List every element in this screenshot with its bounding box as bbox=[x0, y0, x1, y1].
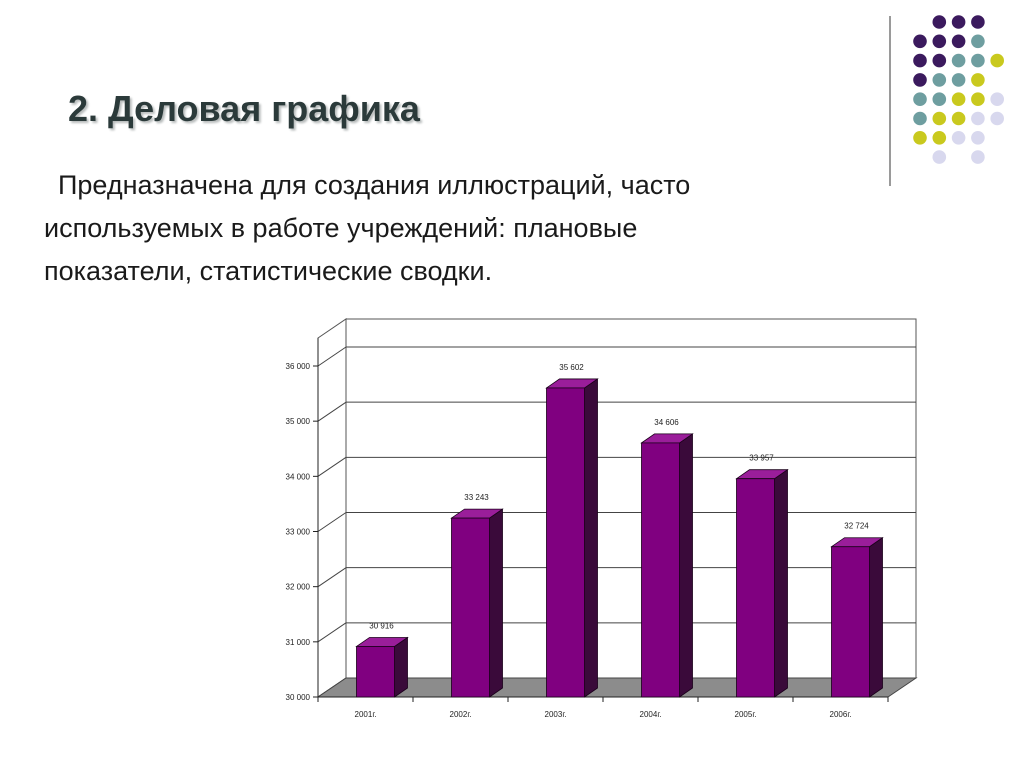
decorative-divider bbox=[889, 16, 891, 186]
decorative-dot bbox=[951, 111, 966, 126]
decorative-dot bbox=[932, 53, 947, 68]
decorative-dot bbox=[971, 150, 985, 164]
data-label: 30 916 bbox=[369, 621, 394, 630]
decorative-dot bbox=[951, 15, 966, 29]
bar-side bbox=[679, 433, 693, 698]
data-label: 33 957 bbox=[749, 454, 774, 463]
chart-walls bbox=[317, 318, 917, 698]
y-tick-label: 32 000 bbox=[286, 583, 311, 592]
data-label: 33 243 bbox=[464, 493, 489, 502]
decorative-dot bbox=[971, 34, 985, 49]
decorative-dot bbox=[932, 92, 947, 106]
body-line-2: используемых в работе учреждений: планов… bbox=[44, 213, 638, 243]
bar-front bbox=[641, 442, 680, 698]
decorative-dot bbox=[951, 34, 966, 49]
y-tick-label: 34 000 bbox=[286, 472, 311, 481]
bar bbox=[735, 468, 789, 698]
decorative-dot bbox=[913, 131, 927, 145]
body-line-1: Предназначена для создания иллюстраций, … bbox=[58, 170, 691, 200]
chart-back-wall bbox=[345, 318, 917, 679]
data-label: 32 724 bbox=[844, 522, 869, 531]
slide-title: 2. Деловая графика bbox=[68, 88, 420, 129]
bar-front bbox=[831, 546, 870, 698]
decorative-dot bbox=[971, 53, 985, 68]
data-label: 34 606 bbox=[654, 418, 679, 427]
decorative-dot bbox=[971, 92, 985, 106]
bar-front bbox=[356, 646, 395, 698]
decorative-dot bbox=[932, 34, 947, 49]
slide-body-text: Предназначена для создания иллюстраций, … bbox=[44, 164, 864, 293]
chart-side-wall bbox=[317, 318, 347, 698]
x-tick-label: 2001г. bbox=[355, 710, 377, 719]
gridline-side bbox=[317, 456, 347, 477]
x-tick-label: 2003г. bbox=[545, 710, 567, 719]
bar-side bbox=[584, 378, 598, 698]
bar bbox=[545, 378, 599, 698]
bar-side bbox=[489, 508, 503, 698]
chart-bars bbox=[355, 378, 884, 698]
y-tick-label: 33 000 bbox=[286, 528, 311, 537]
x-tick-label: 2006г. bbox=[830, 710, 852, 719]
decorative-dot bbox=[990, 53, 1004, 68]
bar-front bbox=[451, 517, 490, 698]
bar-side bbox=[869, 536, 883, 698]
decorative-dot bbox=[913, 53, 927, 68]
decorative-dot bbox=[913, 92, 927, 106]
y-axis: 30 000 31 000 32 000 33 000 34 000 35 000 36 0… bbox=[286, 338, 319, 702]
decorative-dot bbox=[932, 150, 947, 164]
y-tick-label: 36 000 bbox=[286, 362, 311, 371]
decorative-dot bbox=[913, 34, 927, 49]
bar bbox=[450, 508, 504, 698]
decorative-dot bbox=[990, 92, 1004, 106]
decorative-dot bbox=[913, 73, 927, 87]
x-axis: 2001г. 2002г. 2003г. 2004г. 2005г. 2006г. bbox=[317, 696, 889, 719]
bar bbox=[355, 636, 409, 698]
y-tick-label: 31 000 bbox=[286, 638, 311, 647]
decorative-dot bbox=[913, 111, 927, 126]
bar-side bbox=[394, 636, 408, 698]
decorative-dot bbox=[990, 111, 1004, 126]
decorative-dot bbox=[951, 73, 966, 87]
decorative-dot bbox=[971, 15, 985, 29]
x-tick-label: 2002г. bbox=[450, 710, 472, 719]
bar bbox=[830, 536, 884, 698]
decorative-dot bbox=[971, 111, 985, 126]
decorative-dot bbox=[932, 131, 947, 145]
decorative-dot bbox=[932, 111, 947, 126]
data-label: 35 602 bbox=[559, 363, 584, 372]
data-labels: 30 916 33 243 35 602 34 606 33 957 32 724 bbox=[369, 363, 869, 631]
gridline-side bbox=[317, 512, 347, 532]
x-tick-label: 2005г. bbox=[735, 710, 757, 719]
decorative-dot-grid bbox=[913, 15, 1004, 164]
body-line-3: показатели, статистические сводки. bbox=[44, 256, 493, 286]
gridline-side bbox=[317, 567, 347, 588]
decorative-dot bbox=[971, 131, 985, 145]
y-tick-label: 35 000 bbox=[286, 417, 311, 426]
decorative-dot bbox=[932, 73, 947, 87]
decorative-dot bbox=[951, 131, 966, 145]
decorative-dot bbox=[951, 92, 966, 106]
decorative-dot bbox=[971, 73, 985, 87]
gridline-side bbox=[317, 401, 347, 422]
decorative-dot bbox=[932, 15, 947, 29]
gridline-side bbox=[317, 346, 347, 367]
bar-front bbox=[546, 387, 585, 698]
bar bbox=[640, 433, 694, 698]
bar-front bbox=[736, 478, 775, 698]
bar-side bbox=[774, 468, 788, 698]
decorative-dot bbox=[951, 53, 966, 68]
gridline-side bbox=[317, 622, 347, 643]
y-tick-label: 30 000 bbox=[286, 693, 311, 702]
x-tick-label: 2004г. bbox=[640, 710, 662, 719]
